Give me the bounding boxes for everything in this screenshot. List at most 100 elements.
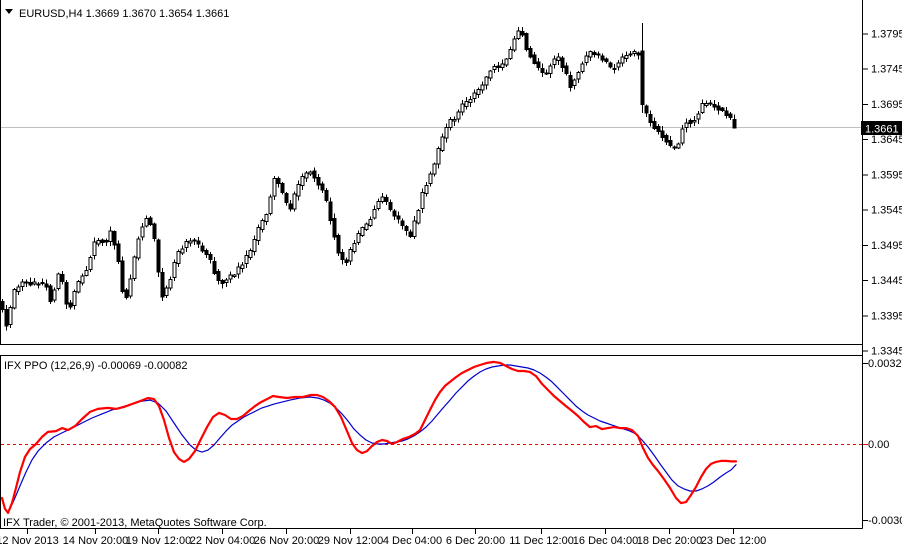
candle-bull (372, 208, 377, 219)
main-plot-bg[interactable] (1, 0, 862, 344)
candle-bull (232, 274, 237, 277)
time-tick-label: 23 Dec 12:00 (701, 535, 766, 547)
candle-bear (564, 65, 569, 75)
candle-bull (500, 63, 505, 68)
copyright-label: IFX Trader, © 2001-2013, MetaQuotes Soft… (3, 517, 267, 529)
candle-bull (412, 220, 417, 238)
candle-bear (220, 280, 225, 285)
candle-bull (548, 65, 553, 74)
candle-bull (700, 103, 705, 113)
main-chart-area[interactable] (1, 0, 862, 344)
symbol-quote-label: EURUSD,H4 1.3669 1.3670 1.3654 1.3661 (19, 8, 229, 20)
candle-bull (12, 288, 17, 309)
candle-bear (316, 177, 321, 186)
candle-bull (488, 70, 493, 79)
price-tick-label: 1.3445 (871, 275, 902, 287)
candle-bear (208, 253, 213, 260)
candle-bull (260, 220, 265, 230)
candle-bull (96, 239, 101, 245)
candle-bear (68, 302, 73, 308)
candle-bull (632, 51, 637, 54)
candle-bear (148, 217, 153, 225)
candle-bear (100, 239, 105, 243)
candle-bull (452, 118, 457, 122)
candle-bear (104, 240, 109, 243)
panel-borders (0, 0, 863, 529)
candle-bear (1, 300, 5, 311)
candle-bull (380, 196, 385, 202)
candle-bull (704, 103, 709, 106)
candle-bear (644, 105, 649, 114)
candle-bull (680, 128, 685, 144)
indicator-tick-label: 0.00 (868, 439, 889, 451)
candle-bear (112, 231, 117, 246)
price-tick-label: 1.3745 (871, 64, 902, 76)
candle-bull (144, 218, 149, 227)
candle-bear (196, 240, 201, 245)
indicator-lines (1, 360, 738, 515)
time-tick-label: 29 Nov 12:00 (318, 535, 383, 547)
time-tick-label: 18 Dec 20:00 (637, 535, 702, 547)
symbol-dropdown-icon[interactable] (5, 9, 13, 14)
candle-bull (348, 249, 353, 262)
candle-bull (136, 238, 141, 259)
candle-bull (476, 89, 481, 96)
time-tick-label: 4 Dec 04:00 (383, 535, 442, 547)
candle-bear (560, 57, 565, 69)
candle-bull (624, 54, 629, 60)
candle-bull (472, 92, 477, 99)
candle-bear (668, 140, 673, 146)
price-tick-label: 1.3345 (871, 346, 902, 358)
candle-bull (300, 175, 305, 186)
candle-bear (388, 202, 393, 210)
candle-bear (532, 54, 537, 64)
candle-bull (504, 58, 509, 66)
candle-bull (436, 148, 441, 165)
candle-bull (128, 278, 133, 297)
candle-bull (84, 270, 89, 276)
candle-bull (428, 173, 433, 185)
candle-bear (284, 193, 289, 203)
candle-bull (76, 281, 81, 293)
candle-bull (616, 62, 621, 68)
indicator-area[interactable] (1, 356, 862, 528)
candle-bear (712, 104, 717, 108)
candle-bull (52, 289, 57, 301)
candle-bull (168, 278, 173, 289)
candle-bear (212, 260, 217, 274)
candle-bear (384, 196, 389, 203)
candle-bear (332, 217, 337, 238)
time-tick-label: 26 Nov 20:00 (254, 535, 319, 547)
candle-bear (124, 289, 129, 299)
candle-bull (236, 266, 241, 275)
candle-bull (244, 254, 249, 264)
price-scale[interactable]: 1.3795 1.3745 1.3695 1.3645 1.3595 1.3545 1.34… (861, 29, 902, 528)
candle-bull (480, 84, 485, 91)
candle-bear (660, 130, 665, 138)
candle-bear (192, 239, 197, 242)
candle-bear (392, 210, 397, 217)
candle-bear (200, 245, 205, 252)
indicator-plot-bg[interactable] (1, 356, 862, 528)
candle-bear (320, 183, 325, 191)
candle-bear (656, 126, 661, 133)
candle-bear (600, 55, 605, 61)
candle-bear (64, 282, 69, 305)
candle-bull (440, 136, 445, 152)
candle-bear (404, 226, 409, 232)
candle-bear (288, 203, 293, 210)
candle-bear (604, 58, 609, 63)
candle-bull (272, 177, 277, 197)
candle-bear (520, 31, 525, 36)
indicator-tick-label: 0.00321 (868, 358, 902, 370)
candle-bear (540, 68, 545, 74)
candle-bear (156, 239, 161, 273)
candle-bull (444, 127, 449, 139)
price-tick-label: 1.3795 (871, 29, 902, 41)
candle-bear (340, 252, 345, 261)
candle-bear (4, 309, 9, 327)
candle-bear (324, 189, 329, 201)
candle-bull (24, 281, 29, 284)
candle-bear (568, 74, 573, 89)
